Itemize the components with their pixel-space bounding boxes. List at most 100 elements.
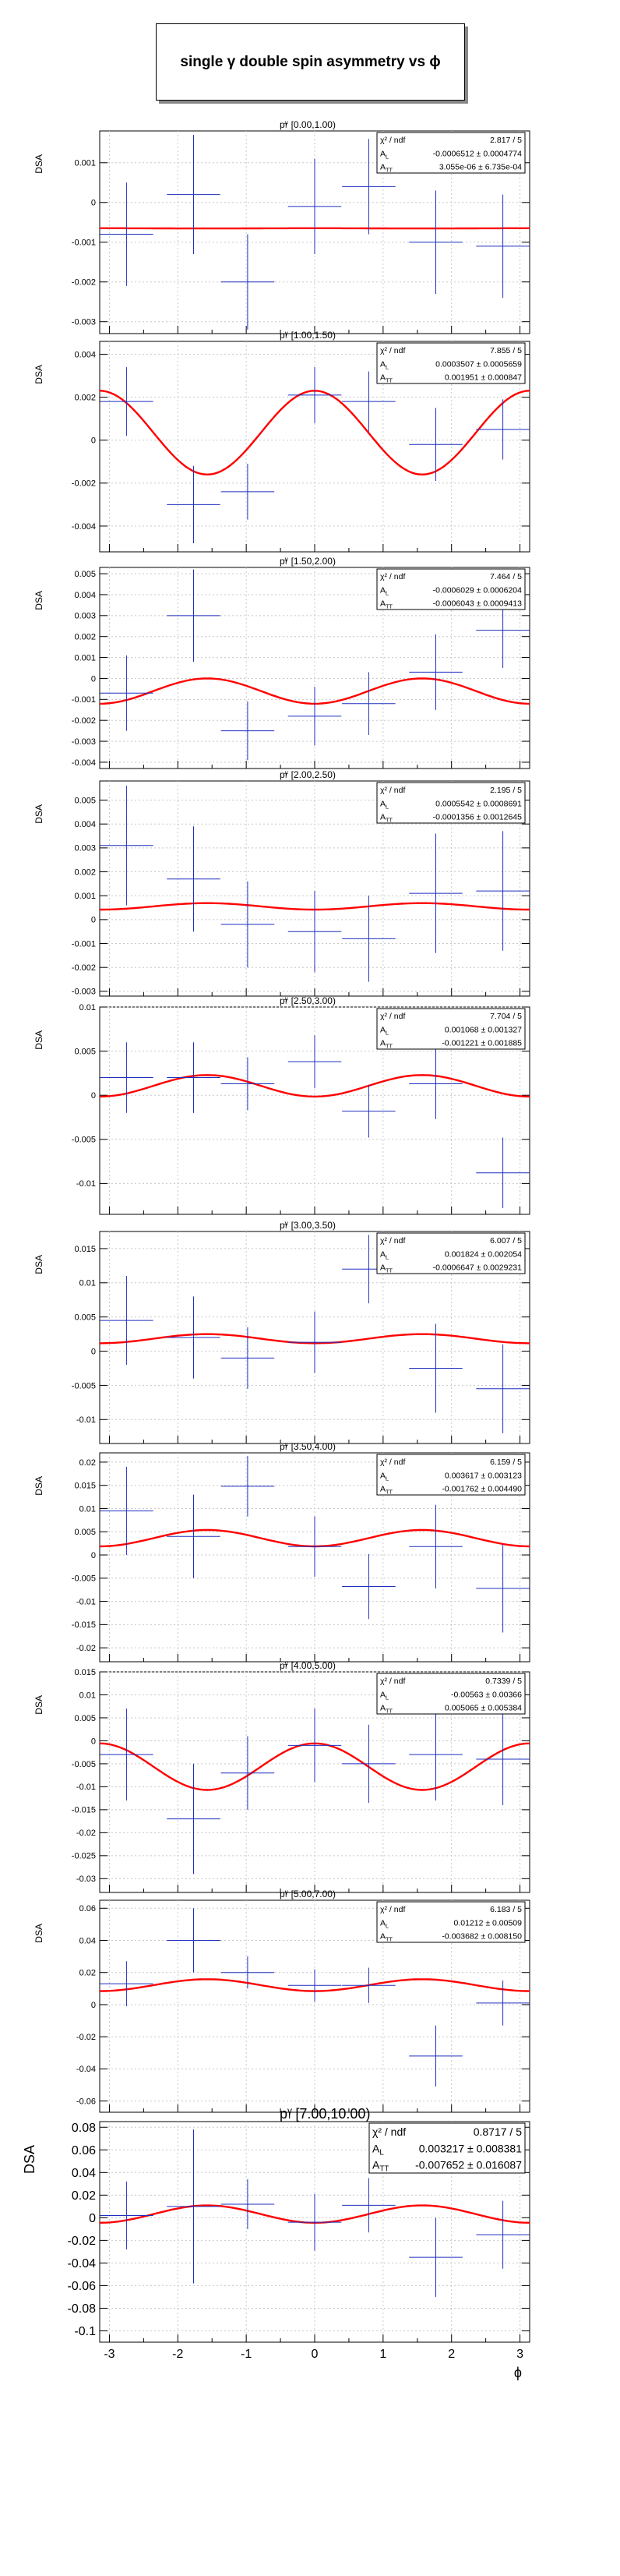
x-tick-label: -1	[241, 2348, 252, 2361]
stats-value: -0.001221 ± 0.001885	[442, 1039, 522, 1048]
y-tick-label: 0.001	[74, 892, 96, 901]
y-tick-label: -0.001	[72, 695, 96, 705]
stats-label: χ² / ndf	[380, 1236, 405, 1246]
data-point	[409, 190, 463, 295]
stats-value: 0.001824 ± 0.002054	[445, 1249, 522, 1259]
y-tick-label: -0.02	[68, 2235, 97, 2248]
panel-5: -0.01 -0.005 0 0.005 0.01 DSA pγT [2.50,3.00) χ²…	[33, 995, 530, 1215]
data-point	[342, 2178, 396, 2233]
y-axis-label: DSA	[22, 2145, 37, 2174]
data-point	[287, 1969, 342, 2002]
data-point	[287, 891, 342, 973]
y-tick-label: -0.005	[72, 1136, 96, 1145]
x-tick-label: -2	[172, 2348, 183, 2361]
x-tick-label: 0	[312, 2348, 319, 2361]
y-tick-label: -0.003	[72, 737, 96, 747]
panel-label: pγT [3.00,3.50)	[280, 1220, 336, 1231]
y-tick-label: 0	[91, 436, 96, 446]
y-tick-label: 0.01	[79, 1691, 96, 1700]
y-tick-label: 0.015	[74, 1668, 96, 1677]
data-point	[220, 1327, 275, 1389]
data-point	[342, 672, 396, 735]
stats-label: ATT	[380, 373, 393, 384]
y-tick-label: -0.001	[72, 939, 96, 949]
data-point	[220, 881, 275, 968]
stats-value: -0.003682 ± 0.008150	[442, 1932, 522, 1942]
stats-box	[376, 1673, 526, 1715]
stats-label: ATT	[380, 163, 393, 174]
panel-10: -0.1 -0.08 -0.06 -0.04 -0.02 0 0.02 0.04 0.06 0.0…	[22, 2105, 530, 2380]
x-tick-label: 3	[516, 2348, 523, 2361]
y-tick-label: -0.005	[72, 1574, 96, 1584]
data-point	[287, 1311, 342, 1373]
y-tick-label: -0.003	[72, 318, 96, 327]
y-tick-label: -0.005	[72, 1760, 96, 1769]
y-tick-label: -0.01	[76, 1597, 96, 1606]
title-variable: ϕ	[429, 53, 441, 70]
y-tick-label: 0.04	[79, 1936, 96, 1945]
panel-label: pγT [4.00,5.00)	[280, 1660, 336, 1671]
data-point	[342, 1553, 396, 1620]
data-point	[100, 1042, 153, 1113]
y-tick-label: -0.01	[76, 1179, 96, 1189]
panel-9: -0.06 -0.04 -0.02 0 0.02 0.04 0.06 DSA pγT [5.00,…	[33, 1889, 530, 2113]
stats-box	[368, 2122, 526, 2174]
y-tick-label: 0.001	[74, 653, 96, 663]
y-tick-label: -0.02	[76, 1644, 96, 1653]
y-axis-label: DSA	[33, 804, 44, 824]
data-point	[167, 1763, 220, 1875]
y-tick-label: 0.06	[79, 1904, 96, 1913]
y-tick-label: -0.004	[72, 758, 96, 768]
y-tick-label: 0.004	[74, 820, 96, 829]
stats-value: -0.00563 ± 0.00366	[451, 1690, 522, 1699]
y-axis-label: DSA	[33, 1695, 44, 1715]
data-point	[287, 2193, 342, 2251]
y-tick-label: 0	[91, 1347, 96, 1356]
y-tick-label: 0.005	[74, 1047, 96, 1056]
data-point	[342, 1967, 396, 2003]
y-tick-label: -0.015	[72, 1806, 96, 1815]
data-point	[167, 826, 220, 932]
y-tick-label: 0.01	[79, 1504, 96, 1514]
y-tick-label: 0	[91, 1551, 96, 1560]
data-point	[409, 1048, 463, 1119]
panel-4: -0.003 -0.002 -0.001 0 0.001 0.002 0.003 0.004 0…	[33, 769, 530, 997]
y-tick-label: 0.02	[72, 2189, 96, 2203]
stats-value: 0.005065 ± 0.005384	[445, 1704, 522, 1713]
panel-label: pγT [0.00,1.00)	[280, 119, 336, 130]
y-tick-label: -0.01	[76, 1783, 96, 1792]
panel-label: pγT [2.50,3.00)	[280, 995, 336, 1006]
data-point	[167, 465, 220, 543]
data-point	[100, 655, 153, 731]
y-tick-label: -0.003	[72, 988, 96, 997]
panel-1: -0.003 -0.002 -0.001 0 0.001 DSA pγT [0.00,1.00…	[33, 119, 530, 334]
stats-value: -0.0006043 ± 0.0009413	[433, 599, 523, 609]
stats-value: 7.704 / 5	[490, 1012, 522, 1021]
stats-label: χ² / ndf	[380, 1905, 405, 1914]
data-point	[167, 1296, 220, 1379]
stats-box	[376, 1232, 526, 1274]
y-tick-label: -0.01	[76, 1415, 96, 1425]
x-tick-label: 2	[448, 2348, 455, 2361]
data-point	[100, 786, 153, 906]
data-point	[476, 1544, 530, 1633]
y-tick-label: 0.005	[74, 570, 96, 579]
y-axis-label: DSA	[33, 1476, 44, 1496]
data-point	[287, 1516, 342, 1578]
stats-value: 0.001951 ± 0.000847	[445, 373, 522, 383]
y-tick-label: -0.002	[72, 479, 96, 489]
stats-value: -0.0006029 ± 0.0006204	[433, 585, 523, 595]
data-point	[476, 194, 530, 299]
y-tick-label: 0.005	[74, 1714, 96, 1723]
y-tick-label: 0.01	[79, 1279, 96, 1288]
data-point	[476, 2200, 530, 2269]
stats-value: 6.183 / 5	[490, 1905, 522, 1914]
data-point	[476, 1981, 530, 2026]
stats-label: ATT	[380, 813, 393, 824]
y-tick-label: 0.02	[79, 1458, 96, 1468]
data-point	[342, 1724, 396, 1804]
stats-value: 2.817 / 5	[490, 136, 522, 145]
stats-label: AL	[380, 1918, 389, 1929]
y-tick-label: -0.04	[76, 2065, 96, 2074]
data-point	[409, 1323, 463, 1413]
